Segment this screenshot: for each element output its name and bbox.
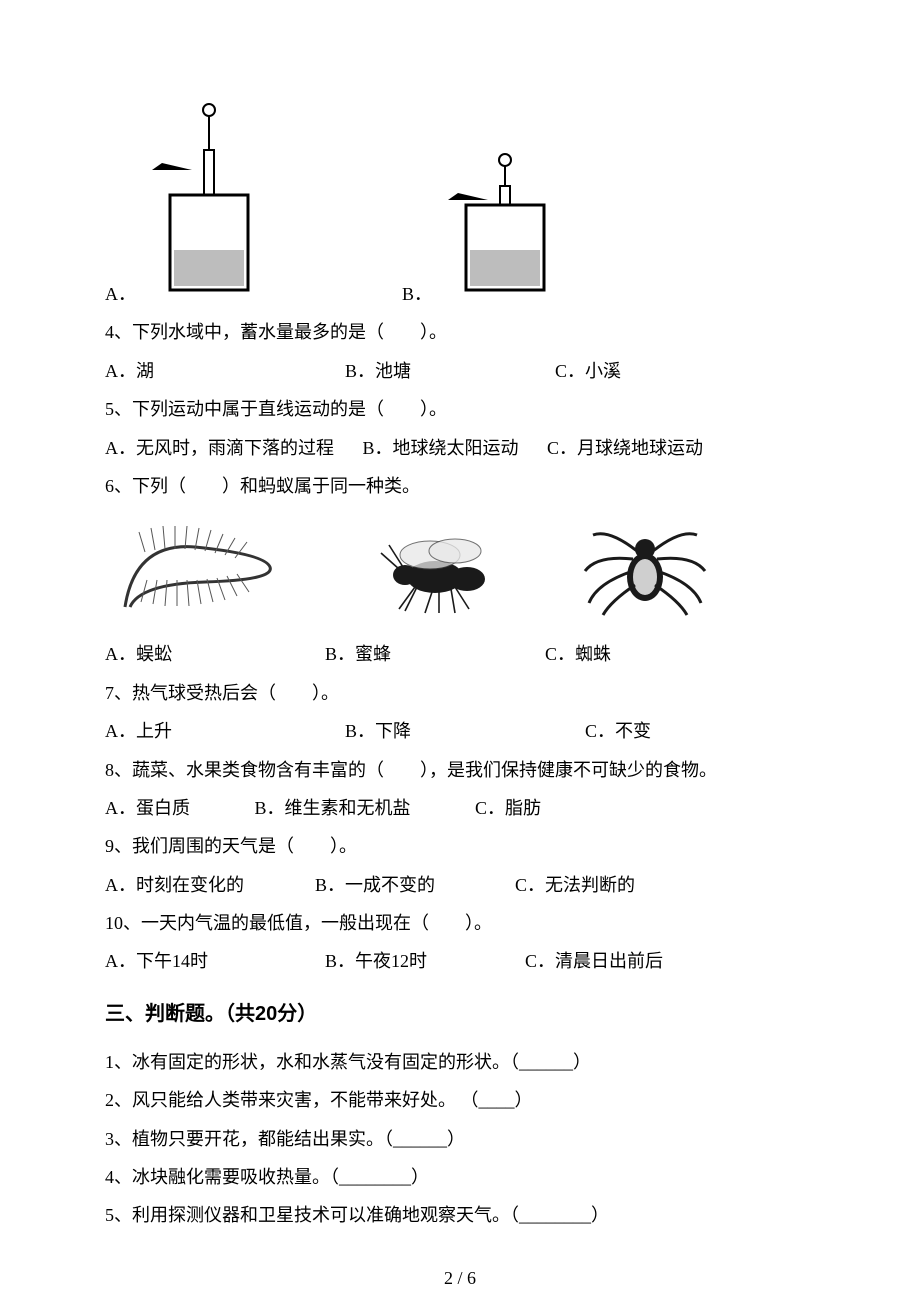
q7-stem: 7、热气球受热后会（ ）。 <box>105 677 815 709</box>
q4-option-c: C．小溪 <box>555 355 621 387</box>
judge-4: 4、冰块融化需要吸收热量。（________） <box>105 1161 815 1193</box>
q8-stem: 8、蔬菜、水果类食物含有丰富的（ ），是我们保持健康不可缺少的食物。 <box>105 754 815 786</box>
q6-option-c: C．蜘蛛 <box>545 638 611 670</box>
judge-3: 3、植物只要开花，都能结出果实。（______） <box>105 1123 815 1155</box>
q4-option-b: B．池塘 <box>345 355 555 387</box>
thermometer-in-cup-short-image <box>438 150 568 310</box>
thermometer-in-cup-tall-image <box>142 100 272 310</box>
q7-option-c: C．不变 <box>585 715 651 747</box>
page-footer: 2 / 6 <box>105 1262 815 1294</box>
q5-option-c: C．月球绕地球运动 <box>547 438 703 458</box>
q10-option-c: C．清晨日出前后 <box>525 945 663 977</box>
q4-stem: 4、下列水域中，蓄水量最多的是（ ）。 <box>105 316 815 348</box>
q3-option-b-label: B． <box>402 278 438 310</box>
judge-2: 2、风只能给人类带来灾害，不能带来好处。 （____） <box>105 1084 815 1116</box>
q6-option-a: A．蜈蚣 <box>105 638 325 670</box>
judge-1: 1、冰有固定的形状，水和水蒸气没有固定的形状。（______） <box>105 1046 815 1078</box>
q9-stem: 9、我们周围的天气是（ ）。 <box>105 830 815 862</box>
section3-title: 三、判断题。（共20分） <box>105 996 815 1032</box>
q6-stem: 6、下列（ ）和蚂蚁属于同一种类。 <box>105 470 815 502</box>
centipede-image <box>105 512 295 622</box>
q5-option-a: A．无风时，雨滴下落的过程 <box>105 438 334 458</box>
q3-option-a-label: A． <box>105 278 142 310</box>
q9-option-c: C．无法判断的 <box>515 869 635 901</box>
q8-option-b: B．维生素和无机盐 <box>255 798 411 818</box>
q9-option-a: A．时刻在变化的 <box>105 869 315 901</box>
q8-option-a: A．蛋白质 <box>105 798 190 818</box>
bee-image <box>355 519 515 615</box>
q4-option-a: A．湖 <box>105 355 345 387</box>
judge-5: 5、利用探测仪器和卫星技术可以准确地观察天气。（________） <box>105 1199 815 1231</box>
q8-option-c: C．脂肪 <box>475 798 541 818</box>
spider-image <box>575 515 715 619</box>
q5-option-b: B．地球绕太阳运动 <box>363 438 519 458</box>
q6-option-b: B．蜜蜂 <box>325 638 545 670</box>
q10-option-b: B．午夜12时 <box>325 945 525 977</box>
q9-option-b: B．一成不变的 <box>315 869 515 901</box>
q7-option-b: B．下降 <box>345 715 585 747</box>
q10-option-a: A．下午14时 <box>105 945 325 977</box>
q7-option-a: A．上升 <box>105 715 345 747</box>
q5-stem: 5、下列运动中属于直线运动的是（ ）。 <box>105 393 815 425</box>
q10-stem: 10、一天内气温的最低值，一般出现在（ ）。 <box>105 907 815 939</box>
